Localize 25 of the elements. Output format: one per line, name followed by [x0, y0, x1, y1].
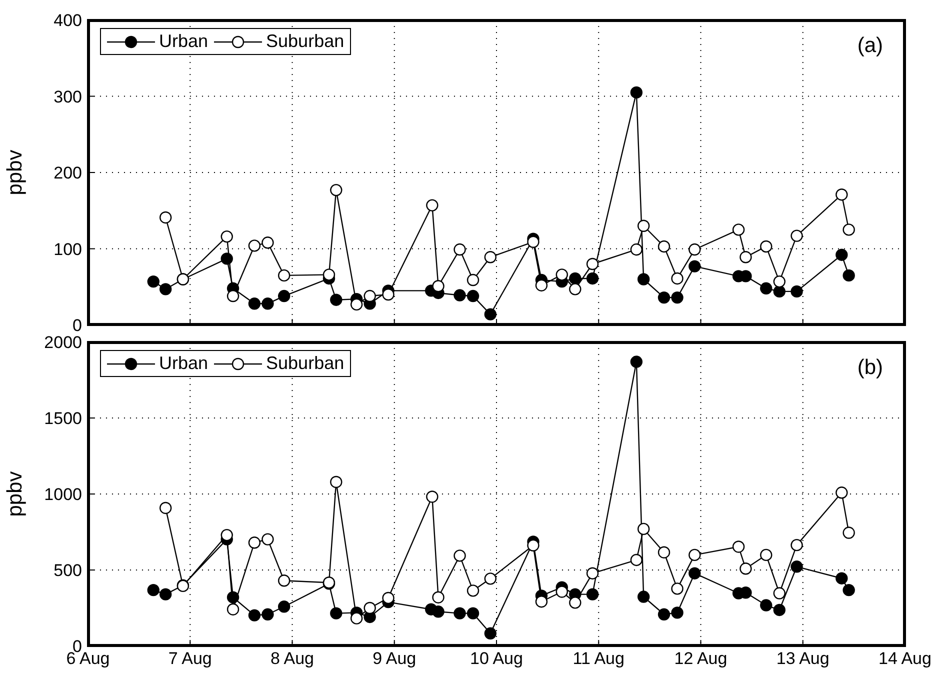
- y-axis-title: ppbv: [3, 149, 26, 196]
- legend-label: Urban: [159, 353, 208, 374]
- x-tick-label: 8 Aug: [270, 649, 314, 668]
- legend-label: Urban: [159, 31, 208, 52]
- x-tick-label: 12 Aug: [674, 649, 728, 668]
- annotation: (b): [857, 356, 883, 380]
- x-tick-label: 13 Aug: [776, 649, 830, 668]
- annotation: (a): [857, 34, 883, 58]
- y-tick-label: 1500: [44, 409, 82, 428]
- x-tick-label: 10 Aug: [470, 649, 523, 668]
- x-tick-label: 7 Aug: [168, 649, 212, 668]
- y-tick-label: 300: [54, 87, 82, 106]
- y-tick-label: 200: [54, 164, 82, 183]
- y-tick-label: 500: [54, 561, 82, 580]
- y-axis-title: ppbv: [3, 470, 26, 517]
- y-tick-label: 400: [54, 11, 82, 30]
- y-tick-label: 2000: [44, 333, 82, 352]
- y-tick-label: 0: [72, 316, 82, 336]
- y-tick-label: 1000: [44, 485, 82, 504]
- y-tick-label: 100: [54, 240, 82, 259]
- x-tick-label: 11 Aug: [572, 649, 624, 668]
- legend-label: Suburban: [266, 31, 344, 52]
- x-tick-label: 14 Aug: [878, 649, 932, 668]
- legend-label: Suburban: [266, 353, 344, 374]
- x-tick-label: 9 Aug: [372, 649, 416, 668]
